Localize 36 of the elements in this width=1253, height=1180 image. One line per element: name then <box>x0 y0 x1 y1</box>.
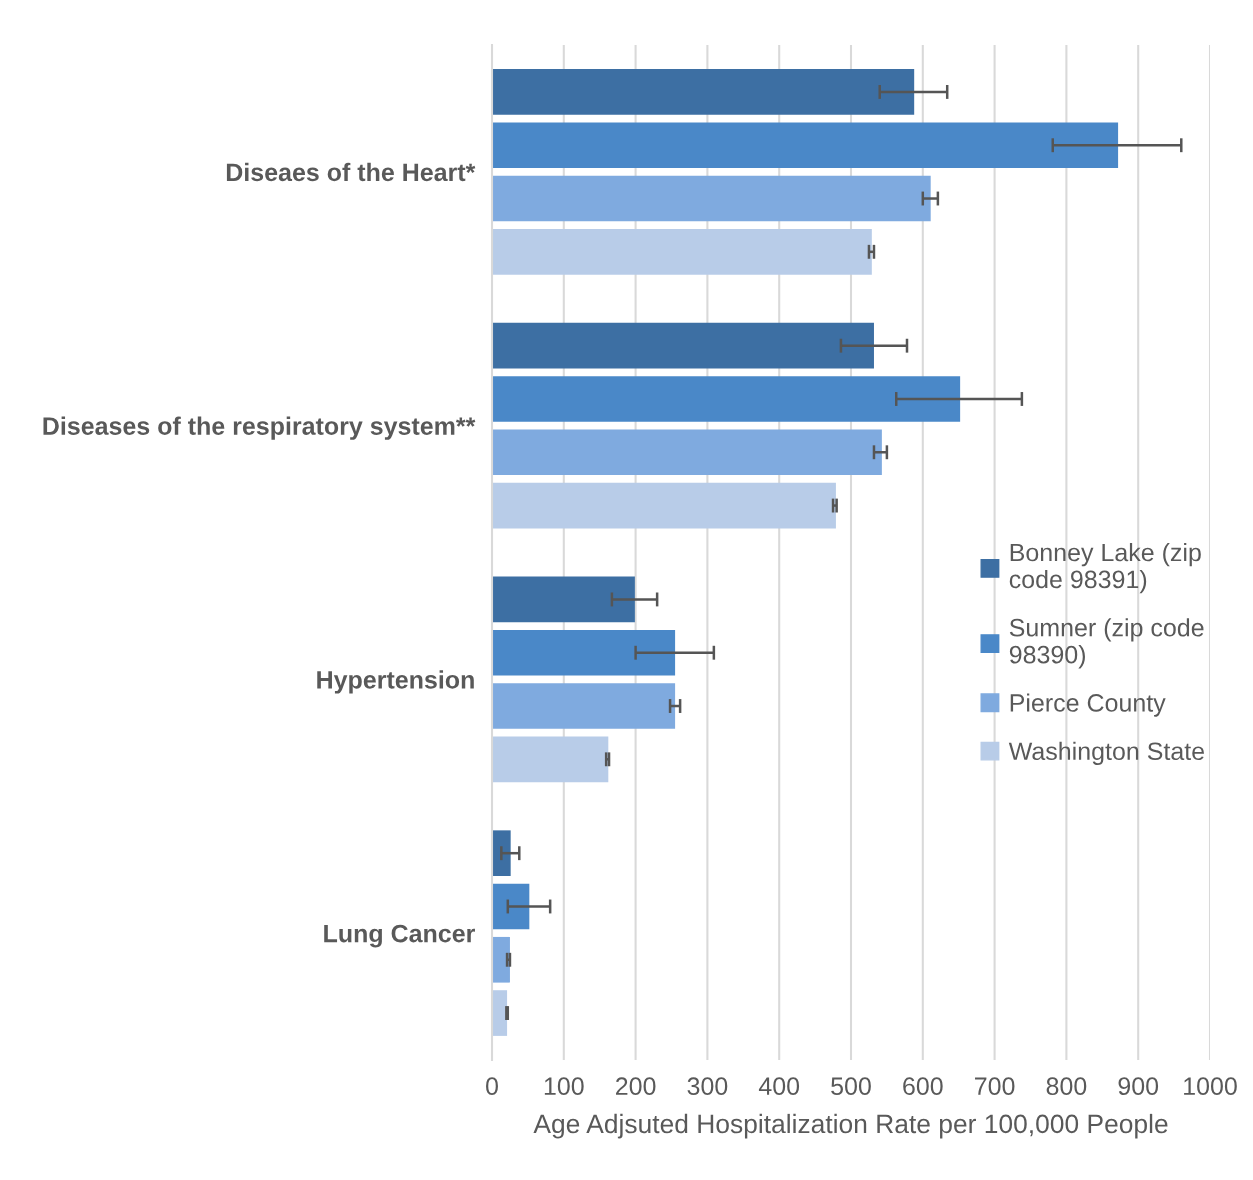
bar <box>492 175 931 222</box>
bar <box>492 990 508 1036</box>
bar <box>492 228 872 275</box>
y-tick-label: Lung Cancer <box>324 924 475 948</box>
legend-label: Washington State <box>1008 741 1204 766</box>
bar <box>492 322 874 369</box>
x-tick-label: 600 <box>903 1077 943 1096</box>
x-tick-label: 400 <box>758 1077 800 1096</box>
bar <box>492 69 915 115</box>
bar <box>492 883 530 930</box>
x-tick-label: 100 <box>544 1077 584 1096</box>
x-tick-label: 700 <box>975 1077 1015 1096</box>
bar <box>492 629 676 676</box>
x-tick-label: 0 <box>486 1077 498 1096</box>
x-tick-label: 1000 <box>1184 1077 1237 1096</box>
bar <box>492 830 511 877</box>
bar <box>492 683 676 729</box>
x-tick-label: 200 <box>616 1077 656 1096</box>
x-tick-label: 500 <box>831 1077 871 1096</box>
x-tick-label: 800 <box>1046 1077 1087 1096</box>
x-tick-label: 900 <box>1118 1077 1159 1096</box>
bar <box>492 482 836 529</box>
bar <box>492 429 882 476</box>
y-tick-label: Diseases of the respiratory system** <box>43 416 476 440</box>
legend-label: Sumner (zip code 98390) <box>1009 618 1204 669</box>
bar <box>492 376 961 422</box>
legend-label: Bonney Lake (zip code 98391) <box>1009 542 1201 594</box>
bar <box>492 736 609 783</box>
x-axis-title: Age Adjsuted Hospitalization Rate per 100,000 People <box>533 1113 1168 1139</box>
y-tick-label: Diseaes of the Heart* <box>226 162 476 182</box>
legend-label: Pierce County <box>1010 693 1166 717</box>
bar <box>492 576 635 623</box>
bar <box>492 936 510 983</box>
y-tick-label: Hypertension <box>317 670 474 694</box>
x-tick-label: 300 <box>687 1077 728 1096</box>
bar <box>492 122 1119 169</box>
